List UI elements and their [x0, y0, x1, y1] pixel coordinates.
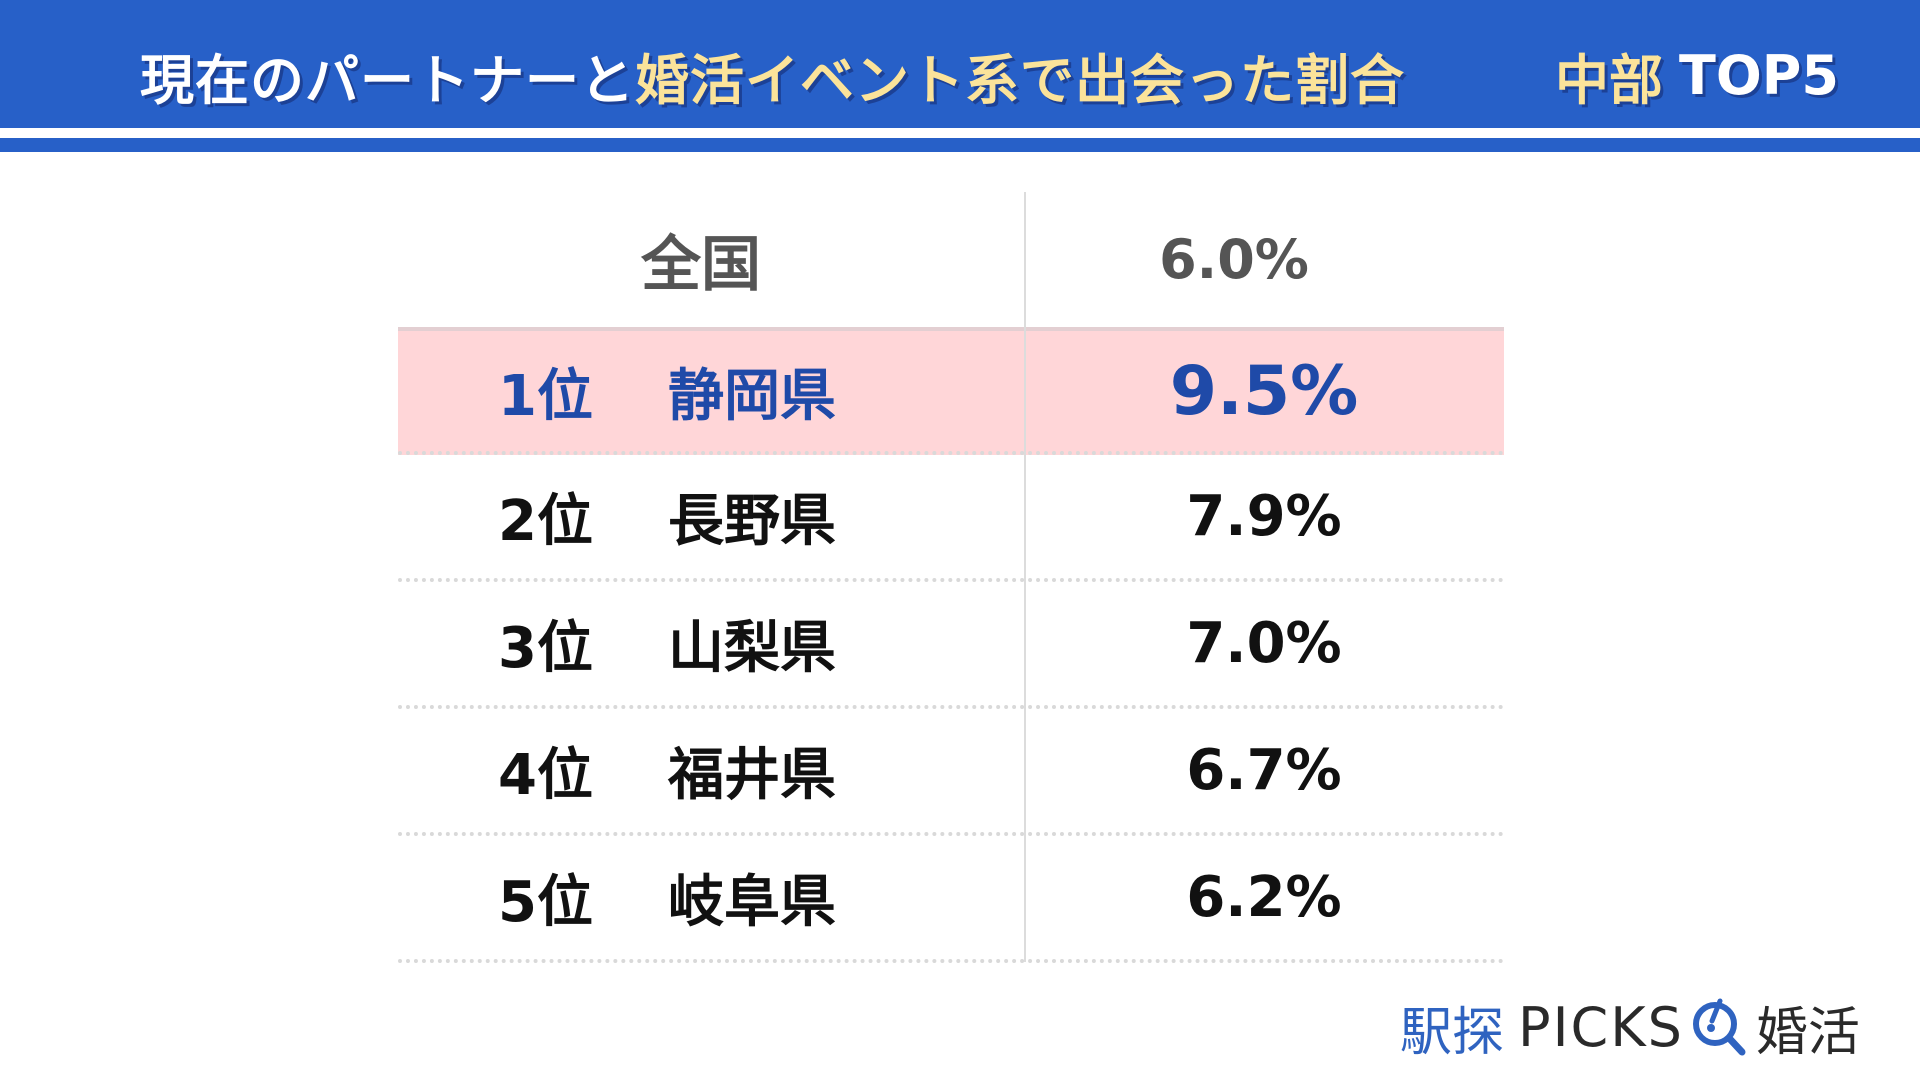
- rank-label: 5位: [498, 870, 593, 935]
- prefecture-name: 福井県: [668, 743, 836, 808]
- table-row-rank-2: 2位 長野県 7.9%: [398, 455, 1504, 582]
- national-row: 全国 6.0%: [398, 192, 1504, 327]
- national-value: 6.0%: [1159, 228, 1309, 291]
- column-divider: [1024, 192, 1026, 962]
- prefecture-name: 静岡県: [668, 363, 836, 429]
- magnifier-icon: [1690, 997, 1746, 1057]
- prefecture-name: 長野県: [668, 489, 836, 554]
- rate-value: 7.0%: [1186, 611, 1342, 676]
- title-part-white: 現在のパートナーと: [140, 48, 635, 112]
- region-label: 中部 TOP5: [1555, 40, 1839, 112]
- logo-ekitan: 駅探: [1400, 1002, 1505, 1063]
- logo-konkatsu: 婚活: [1755, 1002, 1860, 1063]
- brand-logo: 駅探 PICKS 婚活: [1400, 995, 1860, 1063]
- table-row-rank-3: 3位 山梨県 7.0%: [398, 582, 1504, 709]
- table-row-rank-4: 4位 福井県 6.7%: [398, 709, 1504, 836]
- logo-picks: PICKS: [1518, 995, 1684, 1059]
- header-stripe-white: [0, 128, 1920, 138]
- page-title: 現在のパートナーと 婚活イベント系で出会った割合: [140, 40, 1405, 112]
- header-band: [0, 0, 1920, 128]
- rate-value: 9.5%: [1169, 351, 1359, 431]
- region-top5: TOP5: [1679, 43, 1839, 107]
- rate-value: 7.9%: [1186, 484, 1342, 549]
- prefecture-name: 山梨県: [668, 616, 836, 681]
- region-name: 中部: [1555, 48, 1663, 112]
- rank-label: 2位: [498, 489, 593, 554]
- rate-value: 6.2%: [1186, 865, 1342, 930]
- table-row-rank-5: 5位 岐阜県 6.2%: [398, 836, 1504, 963]
- title-part-yellow: 婚活イベント系で出会った割合: [635, 48, 1405, 112]
- rate-value: 6.7%: [1186, 738, 1342, 803]
- header-stripe-blue: [0, 138, 1920, 152]
- table-row-rank-1: 1位 静岡県 9.5%: [398, 327, 1504, 455]
- rank-label: 1位: [498, 363, 593, 429]
- ranking-table: 全国 6.0% 1位 静岡県 9.5% 2位 長野県 7.9% 3位 山梨県 7…: [398, 192, 1504, 964]
- national-label: 全国: [641, 230, 761, 300]
- prefecture-name: 岐阜県: [668, 870, 836, 935]
- rank-label: 3位: [498, 616, 593, 681]
- rank-label: 4位: [498, 743, 593, 808]
